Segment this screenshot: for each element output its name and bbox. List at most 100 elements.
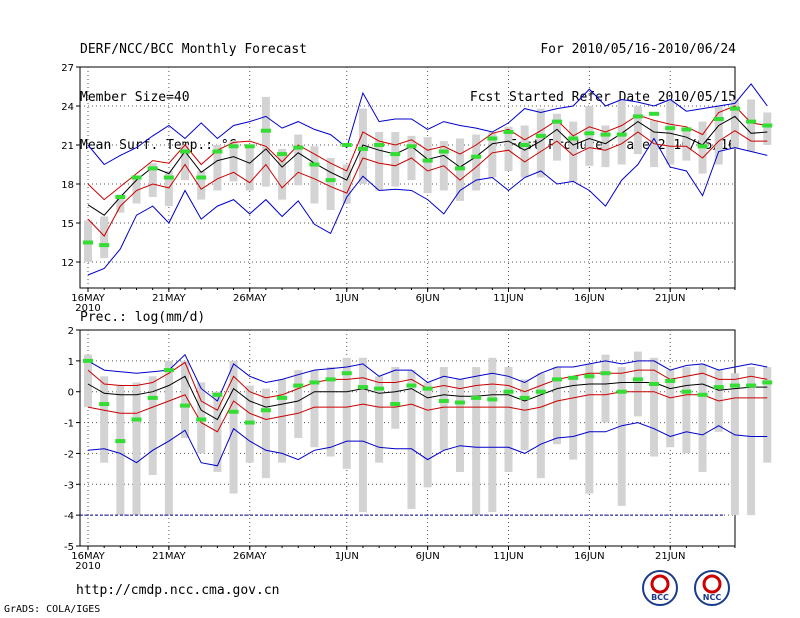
observed-marker — [277, 395, 288, 400]
member-size: Member Size=40 — [80, 90, 190, 105]
x-tick-label: 6JUN — [416, 551, 440, 562]
range-box — [116, 385, 125, 516]
observed-marker — [406, 383, 417, 388]
observed-marker — [535, 389, 546, 394]
observed-marker — [584, 131, 595, 136]
range-box — [488, 132, 497, 178]
range-box — [730, 373, 739, 516]
ncc-logo-ring — [694, 570, 730, 606]
observed-marker — [584, 374, 595, 379]
x-tick-label: 21MAY — [152, 293, 186, 304]
observed-marker — [568, 136, 579, 141]
x-tick-label: 16JUN — [574, 551, 604, 562]
observed-marker — [390, 402, 401, 407]
grads-credit: GrADS: COLA/IGES — [4, 604, 101, 615]
x-tick-label: 21JUN — [655, 293, 685, 304]
range-box — [278, 148, 287, 200]
range-box — [714, 106, 723, 165]
observed-marker — [616, 132, 627, 137]
x-tick-label: 16MAY — [71, 293, 105, 304]
observed-marker — [762, 123, 773, 128]
range-box — [148, 163, 157, 197]
footer-url[interactable]: http://cmdp.ncc.cma.gov.cn — [76, 583, 280, 598]
observed-marker — [212, 149, 223, 154]
observed-marker — [293, 383, 304, 388]
chart-title: DERF/NCC/BCC Monthly Forecast — [80, 42, 307, 57]
range-box — [553, 367, 562, 445]
range-box — [391, 132, 400, 187]
range-box — [197, 171, 206, 200]
x-tick-label: 1JUN — [335, 551, 359, 562]
range-box — [617, 99, 626, 165]
ncc-logo-label: NCC — [703, 593, 722, 602]
observed-marker — [632, 377, 643, 382]
observed-marker — [552, 119, 563, 124]
observed-marker — [454, 166, 465, 171]
x-tick-label: 2010 — [75, 561, 100, 572]
range-box — [358, 108, 367, 184]
range-box — [698, 363, 707, 472]
range-box — [633, 351, 642, 417]
observed-marker — [406, 144, 417, 149]
range-box — [310, 370, 319, 448]
range-box — [536, 373, 545, 479]
observed-marker — [649, 382, 660, 386]
observed-marker — [519, 143, 530, 147]
observed-marker — [665, 126, 676, 131]
range-box — [342, 357, 351, 469]
observed-marker — [665, 378, 676, 383]
range-box — [245, 147, 254, 191]
y-tick-label: 24 — [61, 102, 74, 113]
observed-marker — [681, 127, 692, 132]
range-box — [569, 376, 578, 460]
range-box — [84, 354, 92, 408]
range-box — [747, 99, 756, 152]
observed-marker — [147, 395, 158, 400]
range-box — [472, 367, 481, 516]
observed-marker — [649, 111, 660, 116]
observed-marker — [713, 385, 724, 390]
x-tick-label: 21MAY — [152, 551, 186, 562]
y-tick-label: -5 — [64, 542, 74, 553]
observed-marker — [632, 114, 643, 119]
range-box — [310, 146, 319, 204]
observed-marker — [196, 417, 207, 422]
ncc-logo: NCC — [694, 570, 730, 606]
y-tick-label: -2 — [64, 449, 74, 460]
observed-marker — [438, 149, 449, 154]
range-box — [229, 141, 238, 182]
range-box — [213, 145, 222, 191]
observed-marker — [471, 154, 482, 159]
observed-marker — [244, 420, 255, 425]
observed-marker — [471, 395, 482, 400]
observed-marker — [115, 195, 126, 199]
max-line — [87, 353, 768, 402]
range-box — [391, 367, 400, 429]
x-tick-label: 21JUN — [655, 551, 685, 562]
range-box — [504, 126, 513, 171]
range-box — [650, 357, 659, 457]
y-tick-label: 1 — [68, 357, 74, 368]
range-box — [730, 99, 739, 149]
observed-marker — [83, 240, 93, 245]
range-box — [278, 379, 287, 463]
observed-marker — [454, 400, 465, 405]
observed-marker — [600, 132, 611, 137]
observed-marker — [293, 145, 304, 150]
range-box — [261, 96, 270, 187]
range-box — [423, 137, 432, 194]
range-box — [116, 194, 125, 213]
range-box — [472, 134, 481, 191]
observed-marker — [309, 380, 320, 385]
x-tick-label: 26MAY — [233, 293, 267, 304]
y-tick-label: 27 — [61, 63, 74, 74]
observed-marker — [163, 368, 174, 373]
bcc-logo-emblem-icon — [650, 574, 670, 594]
range-box — [666, 99, 675, 165]
range-box — [342, 164, 351, 204]
observed-marker — [616, 389, 627, 394]
observed-marker — [212, 392, 223, 397]
observed-marker — [503, 389, 514, 394]
